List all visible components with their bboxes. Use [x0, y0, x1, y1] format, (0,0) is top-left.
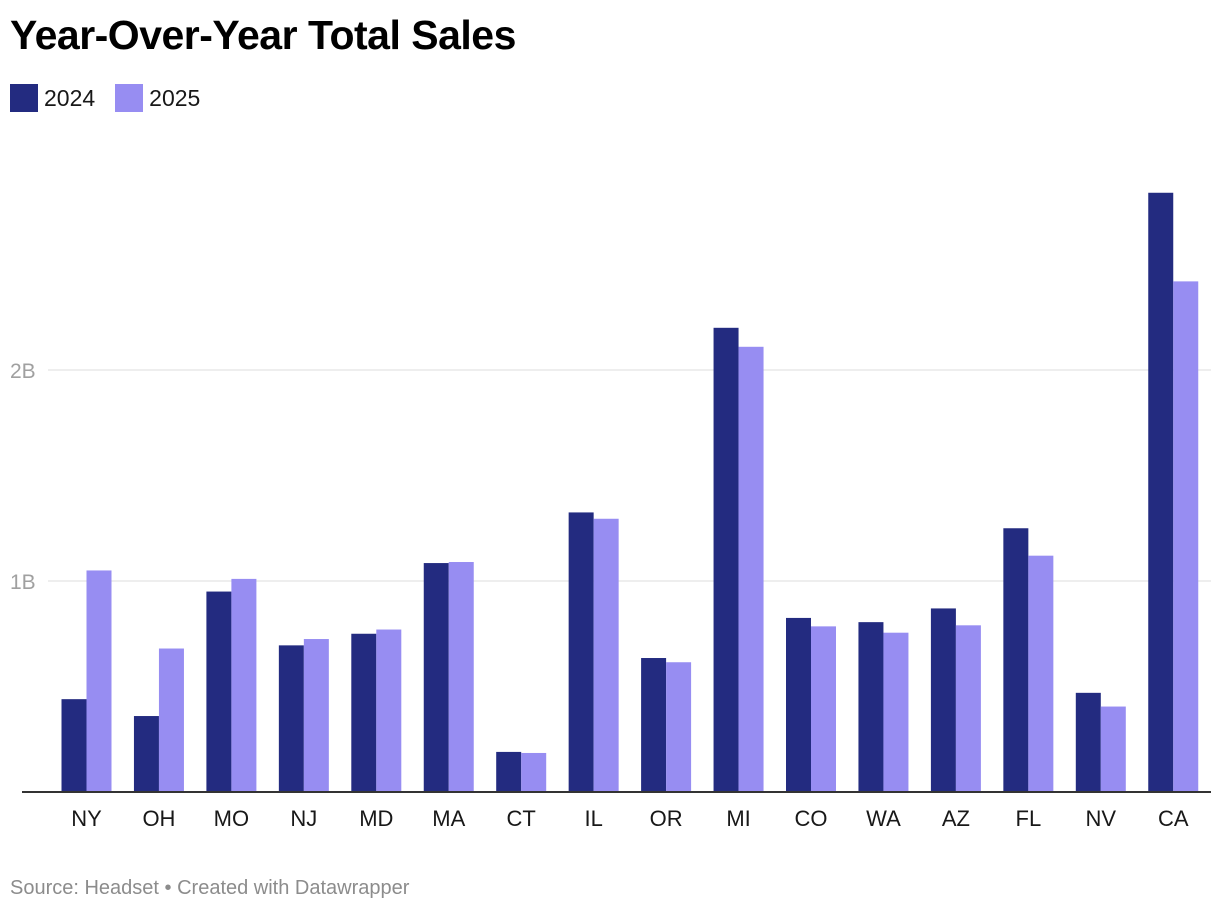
bar-il-2025 — [593, 518, 619, 792]
bar-oh-2025 — [158, 648, 184, 792]
x-tick-label-nj: NJ — [290, 806, 317, 831]
bar-mi-2025 — [738, 346, 764, 792]
bar-fl-2025 — [1028, 555, 1054, 792]
bar-wa-2024 — [858, 622, 884, 792]
bar-mi-2024 — [713, 327, 739, 792]
bar-ca-2025 — [1173, 281, 1199, 792]
chart-legend: 2024 2025 — [10, 84, 220, 112]
x-tick-label-ny: NY — [71, 806, 102, 831]
bar-mo-2025 — [231, 578, 257, 792]
bar-ma-2024 — [423, 563, 449, 792]
bar-nj-2024 — [278, 645, 304, 792]
x-tick-label-fl: FL — [1016, 806, 1042, 831]
bar-nv-2024 — [1075, 692, 1101, 792]
bar-ca-2024 — [1148, 192, 1174, 792]
legend-label-2025: 2025 — [149, 84, 201, 111]
legend-item-2024: 2024 — [10, 84, 95, 112]
bar-md-2025 — [376, 629, 402, 792]
bar-or-2025 — [666, 662, 692, 792]
x-tick-label-or: OR — [650, 806, 683, 831]
x-tick-label-oh: OH — [142, 806, 175, 831]
chart-title: Year-Over-Year Total Sales — [10, 12, 516, 58]
legend-swatch-2024 — [10, 84, 38, 112]
bar-ny-2024 — [61, 699, 87, 792]
bar-nj-2025 — [303, 639, 329, 792]
x-tick-label-il: IL — [584, 806, 602, 831]
x-tick-label-ct: CT — [507, 806, 536, 831]
bar-ct-2025 — [521, 752, 547, 792]
y-tick-label-1B: 1B — [10, 571, 36, 594]
legend-swatch-2025 — [115, 84, 144, 112]
x-tick-label-az: AZ — [942, 806, 970, 831]
bar-co-2024 — [786, 617, 811, 792]
x-tick-label-ca: CA — [1158, 806, 1189, 831]
x-tick-label-md: MD — [359, 806, 393, 831]
bar-oh-2024 — [133, 716, 159, 792]
x-tick-label-wa: WA — [866, 806, 901, 831]
bar-or-2024 — [641, 658, 667, 792]
x-tick-label-ma: MA — [432, 806, 465, 831]
bar-co-2025 — [811, 626, 836, 792]
legend-label-2024: 2024 — [44, 84, 96, 111]
bar-az-2025 — [955, 625, 981, 792]
bar-ny-2025 — [86, 570, 112, 792]
x-tick-label-co: CO — [795, 806, 828, 831]
bar-wa-2025 — [883, 632, 909, 792]
x-tick-label-nv: NV — [1086, 806, 1117, 831]
bar-fl-2024 — [1003, 528, 1029, 792]
bar-md-2024 — [351, 633, 377, 792]
bar-az-2024 — [930, 608, 956, 792]
bar-ct-2024 — [496, 751, 522, 792]
bar-il-2024 — [568, 512, 594, 792]
x-tick-label-mo: MO — [214, 806, 249, 831]
source-note: Source: Headset • Created with Datawrapp… — [10, 877, 410, 899]
bar-mo-2024 — [206, 591, 232, 792]
legend-item-2025: 2025 — [115, 84, 200, 112]
y-tick-label-2B: 2B — [10, 360, 36, 383]
bar-nv-2025 — [1100, 706, 1126, 792]
x-tick-label-mi: MI — [726, 806, 750, 831]
bar-ma-2025 — [448, 562, 474, 792]
